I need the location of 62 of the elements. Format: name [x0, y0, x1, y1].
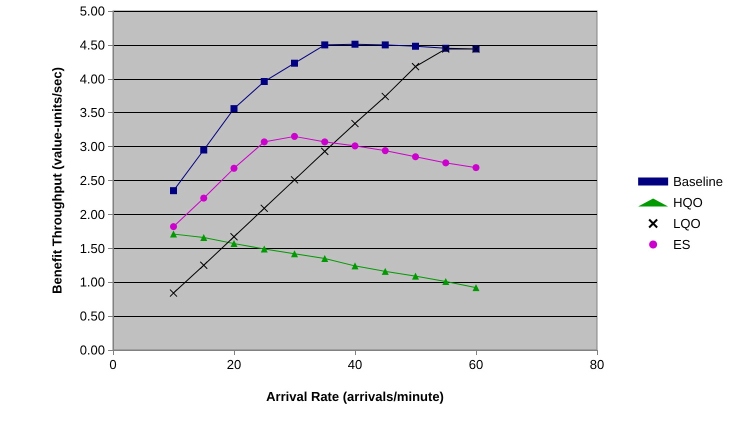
y-tick-label: 1.50 — [80, 240, 105, 256]
point — [260, 204, 268, 212]
x-tick-label: 20 — [226, 357, 242, 372]
point — [200, 234, 208, 241]
y-tick-label: 3.00 — [80, 139, 105, 154]
point — [230, 240, 238, 248]
point — [291, 132, 298, 140]
x-axis-title: Arrival Rate (arrivals/minute) — [266, 389, 444, 404]
point — [381, 92, 390, 100]
x-tick-label: 80 — [590, 357, 604, 372]
point — [382, 147, 389, 154]
point — [472, 164, 480, 172]
point — [472, 284, 480, 292]
y-axis-title: Benefit Throughput (value-units/sec) — [50, 67, 64, 294]
y-tick-label: 5.00 — [80, 4, 105, 18]
y-tick-label: 4.50 — [80, 37, 105, 52]
point — [170, 289, 178, 298]
point — [442, 159, 450, 166]
point — [290, 176, 298, 184]
point — [260, 138, 268, 146]
point — [200, 146, 208, 154]
y-tick-label: 3.50 — [80, 105, 105, 120]
point — [291, 250, 298, 258]
point — [321, 254, 328, 262]
legend-label: LQO — [673, 216, 701, 231]
x-tick-label: 60 — [468, 357, 484, 372]
point — [382, 268, 389, 275]
point — [412, 272, 419, 280]
point — [170, 230, 177, 238]
point — [200, 194, 208, 202]
y-tick-label: 4.00 — [80, 71, 105, 86]
point — [442, 278, 450, 286]
y-tick-label: 2.00 — [80, 206, 105, 222]
point — [170, 223, 177, 230]
point — [412, 153, 419, 160]
y-tick-label: 2.50 — [80, 173, 105, 188]
point — [320, 147, 329, 156]
y-tick-label: 0.50 — [80, 308, 105, 324]
point — [412, 42, 419, 50]
point — [352, 142, 358, 150]
point — [412, 62, 420, 71]
point — [260, 78, 268, 86]
point — [321, 138, 328, 146]
point — [200, 261, 208, 270]
point — [291, 60, 298, 67]
point — [260, 245, 268, 252]
y-tick-label: 0.00 — [80, 342, 105, 358]
point — [170, 187, 177, 194]
point — [321, 41, 328, 48]
point — [351, 120, 359, 128]
legend-label: Baseline — [673, 174, 724, 189]
legend-label: ES — [673, 237, 691, 252]
x-tick-label: 0 — [109, 357, 117, 372]
point — [352, 262, 358, 270]
y-tick-label: 1.00 — [80, 274, 105, 290]
point — [352, 40, 358, 48]
point — [382, 41, 389, 48]
x-tick-label: 40 — [348, 357, 362, 372]
legend-label: HQO — [673, 195, 703, 210]
point — [230, 105, 238, 112]
point — [230, 232, 238, 241]
point — [230, 164, 238, 172]
